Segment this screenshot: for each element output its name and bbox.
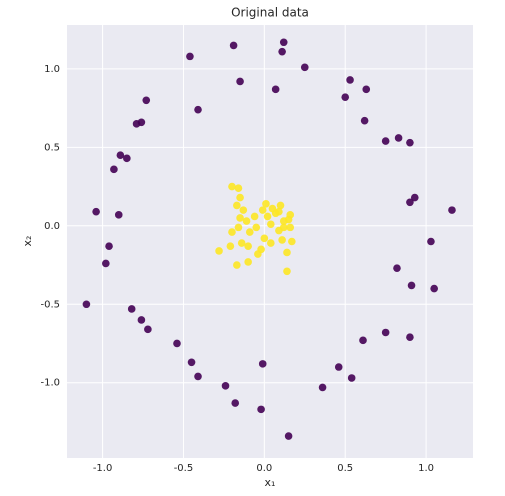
- point: [381, 328, 390, 337]
- point: [406, 198, 414, 207]
- point: [381, 137, 390, 145]
- point: [92, 207, 100, 216]
- point: [226, 242, 235, 251]
- point: [194, 372, 202, 381]
- point: [228, 182, 236, 191]
- point: [142, 96, 151, 105]
- point: [359, 336, 367, 345]
- point: [271, 85, 280, 94]
- y-axis-label: x₂: [21, 236, 34, 247]
- point: [231, 399, 240, 407]
- point: [394, 134, 403, 142]
- point: [132, 120, 141, 128]
- point: [123, 154, 131, 163]
- point: [262, 200, 270, 208]
- point: [430, 284, 438, 293]
- point: [236, 77, 244, 86]
- point: [237, 239, 246, 247]
- point: [406, 333, 414, 341]
- point: [215, 247, 223, 255]
- point: [346, 76, 354, 84]
- point: [242, 217, 251, 225]
- point: [286, 223, 295, 232]
- point: [137, 316, 146, 324]
- point: [268, 204, 277, 213]
- y-tick-label: 0.5: [44, 142, 60, 153]
- point: [244, 242, 252, 251]
- x-tick-label: -1.0: [93, 463, 113, 474]
- point: [393, 264, 401, 272]
- point: [407, 281, 416, 290]
- point: [221, 382, 230, 390]
- point: [257, 405, 265, 414]
- point: [257, 245, 265, 254]
- point: [233, 261, 241, 269]
- y-tick-label: 0.0: [44, 221, 60, 232]
- point: [173, 339, 181, 348]
- point: [263, 212, 272, 221]
- point: [279, 217, 288, 225]
- y-tick-label: -1.0: [40, 378, 60, 389]
- x-tick-label: 0.0: [256, 463, 272, 474]
- point: [360, 116, 369, 125]
- point: [283, 248, 291, 257]
- point: [347, 374, 356, 382]
- point: [267, 220, 275, 229]
- point: [144, 325, 152, 334]
- x-tick-label: -0.5: [174, 463, 194, 474]
- point: [244, 258, 252, 266]
- point: [283, 267, 291, 276]
- point: [284, 432, 293, 440]
- point: [278, 47, 286, 56]
- point: [288, 237, 296, 246]
- point: [279, 223, 288, 232]
- point: [82, 300, 91, 309]
- point: [276, 201, 285, 210]
- point: [116, 151, 125, 160]
- point: [245, 228, 254, 236]
- point: [362, 85, 371, 94]
- point: [279, 38, 288, 47]
- y-tick-label: 1.0: [44, 64, 60, 75]
- point: [234, 184, 243, 192]
- point: [334, 363, 343, 371]
- point: [341, 93, 350, 101]
- point: [229, 41, 238, 50]
- chart-title: Original data: [231, 6, 309, 20]
- point: [318, 383, 327, 392]
- point: [410, 193, 419, 202]
- y-tick-label: -0.5: [40, 299, 60, 310]
- point: [110, 165, 118, 174]
- point: [278, 236, 286, 244]
- point: [114, 211, 123, 219]
- point: [275, 207, 283, 216]
- point: [105, 242, 113, 251]
- x-tick-label: 0.5: [337, 463, 353, 474]
- point: [406, 138, 414, 147]
- point: [228, 228, 236, 236]
- point: [187, 358, 196, 367]
- point: [260, 234, 269, 243]
- point: [258, 206, 267, 214]
- point: [234, 223, 243, 232]
- point: [233, 201, 241, 210]
- x-tick-label: 1.0: [418, 463, 434, 474]
- point: [236, 193, 244, 202]
- point: [239, 206, 248, 214]
- point: [127, 305, 136, 313]
- point: [258, 360, 267, 368]
- point: [102, 259, 110, 268]
- point: [300, 63, 309, 72]
- point: [236, 214, 244, 222]
- point: [252, 223, 261, 232]
- point: [186, 52, 194, 61]
- point: [194, 105, 202, 114]
- point: [448, 206, 456, 214]
- point: [427, 237, 435, 246]
- x-axis-label: x₁: [265, 476, 276, 489]
- point: [267, 239, 275, 247]
- point: [250, 212, 259, 221]
